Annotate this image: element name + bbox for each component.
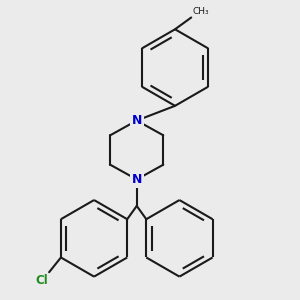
Text: N: N xyxy=(132,173,142,186)
Text: Cl: Cl xyxy=(35,274,48,287)
Text: N: N xyxy=(132,114,142,127)
Text: CH₃: CH₃ xyxy=(193,7,209,16)
